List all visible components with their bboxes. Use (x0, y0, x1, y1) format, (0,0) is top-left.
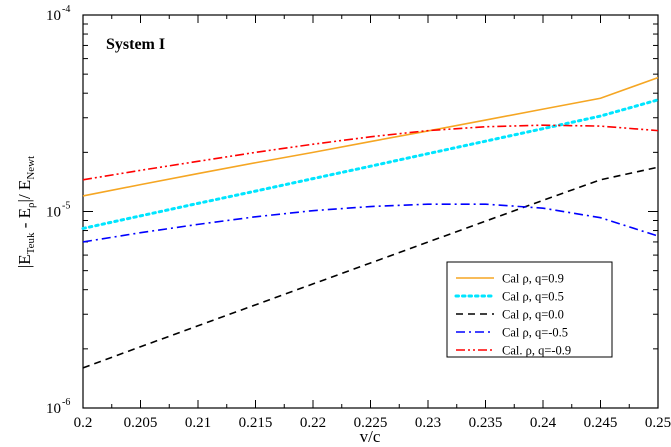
x-axis-label: v/c (360, 427, 381, 446)
y-tick-label: 10 (46, 401, 61, 417)
y-label-e1: E (15, 254, 34, 264)
x-tick-label: 0.24 (530, 415, 557, 431)
y-tick-label: 10 (46, 8, 61, 24)
legend-label-4: Cal ρ, q=-0.5 (502, 326, 568, 340)
x-tick-label: 0.25 (645, 415, 671, 431)
y-tick-exponent: -6 (62, 397, 70, 408)
x-tick-label: 0.2 (74, 415, 93, 431)
y-tick-label: 10 (46, 205, 61, 221)
y-label-e3: E (15, 180, 34, 190)
legend-label-3: Cal ρ, q=0.0 (502, 308, 564, 322)
legend-label-1: Cal ρ, q=0.9 (502, 272, 564, 286)
series-line-2 (81, 98, 660, 230)
y-axis: 10-610-510-4 (46, 4, 658, 417)
chart-title: System I (106, 36, 165, 53)
x-tick-label: 0.205 (124, 415, 158, 431)
y-axis-label: |ETeuk - Eρ|/ ENewt (15, 156, 37, 268)
series-line-4 (82, 203, 659, 243)
x-tick-label: 0.21 (185, 415, 211, 431)
y-tick-exponent: -4 (62, 4, 70, 15)
x-tick-label: 0.215 (239, 415, 273, 431)
x-tick-label: 0.235 (469, 415, 503, 431)
x-tick-label: 0.22 (300, 415, 326, 431)
legend-label-2: Cal ρ, q=0.5 (502, 290, 564, 304)
x-axis: 0.2 0.205 0.21 0.215 0.22 0.225 0.23 0.235 0.24 0… (74, 15, 671, 431)
legend-label-5: Cal. ρ, q=-0.9 (502, 344, 571, 358)
x-tick-label: 0.245 (584, 415, 618, 431)
x-tick-label: 0.225 (354, 415, 388, 431)
x-tick-label: 0.23 (415, 415, 441, 431)
series-line-5 (82, 124, 659, 181)
series-line-1 (82, 76, 659, 197)
series-line-3 (82, 166, 659, 369)
legend: Cal ρ, q=0.9 Cal ρ, q=0.5 Cal ρ, q=0.0 Cal … (446, 261, 613, 358)
svg-text:|ETeuk - Eρ|/ ENewt: |ETeuk - Eρ|/ ENewt (15, 156, 37, 268)
y-tick-exponent: -5 (62, 201, 70, 212)
series-layer (81, 76, 660, 369)
y-label-e2: E (15, 208, 34, 218)
